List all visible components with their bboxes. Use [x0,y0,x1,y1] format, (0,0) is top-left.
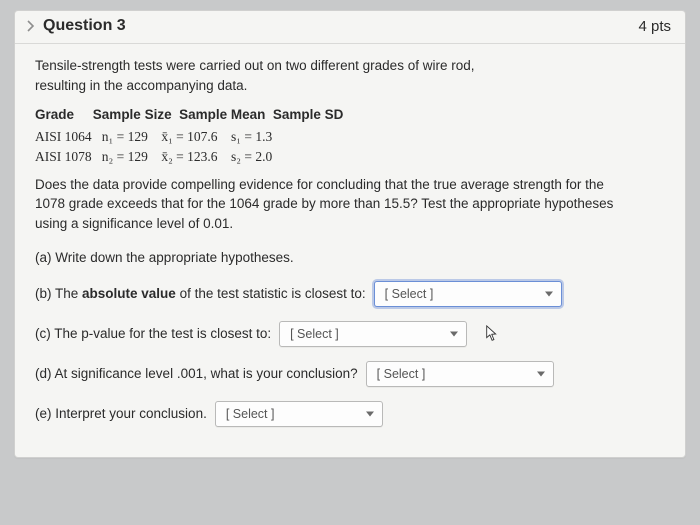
prompt-line: Tensile-strength tests were carried out … [35,58,474,73]
part-d-text: (d) At significance level .001, what is … [35,364,358,384]
part-a-text: (a) Write down the appropriate hypothese… [35,248,294,268]
table-head-cell: Sample Size [93,107,172,122]
select-placeholder: [ Select ] [226,405,275,423]
part-b-text: (b) The absolute value of the test stati… [35,284,366,304]
followup-text: Does the data provide compelling evidenc… [35,175,665,234]
select-placeholder: [ Select ] [377,365,426,383]
select-e[interactable]: [ Select ] [215,401,383,427]
question-points: 4 pts [638,18,671,35]
select-b[interactable]: [ Select ] [374,281,562,307]
cell-grade: AISI 1064 [35,129,92,144]
select-placeholder: [ Select ] [385,285,434,303]
table-head-cell: Sample Mean [179,107,265,122]
cell-mean: x̄₂ = 123.6 [161,149,217,164]
part-d: (d) At significance level .001, what is … [35,361,665,387]
caret-down-icon [537,372,545,377]
caret-down-icon [450,332,458,337]
select-c[interactable]: [ Select ] [279,321,467,347]
data-table: Grade Sample Size Sample Mean Sample SD … [35,105,665,167]
cell-n: n₂ = 129 [102,149,148,164]
cell-grade: AISI 1078 [35,149,92,164]
caret-down-icon [545,292,553,297]
part-c-text: (c) The p-value for the test is closest … [35,324,271,344]
select-placeholder: [ Select ] [290,325,339,343]
table-header: Grade Sample Size Sample Mean Sample SD [35,105,665,125]
prompt-line: resulting in the accompanying data. [35,78,247,93]
table-head-cell: Grade [35,107,74,122]
table-row: AISI 1078 n₂ = 129 x̄₂ = 123.6 s₂ = 2.0 [35,147,665,167]
part-b: (b) The absolute value of the test stati… [35,281,665,307]
cell-n: n₁ = 129 [102,129,148,144]
table-row: AISI 1064 n₁ = 129 x̄₁ = 107.6 s₁ = 1.3 [35,127,665,147]
part-c: (c) The p-value for the test is closest … [35,321,665,347]
screen-area: Question 3 4 pts Tensile-strength tests … [0,0,700,525]
part-a: (a) Write down the appropriate hypothese… [35,248,665,268]
table-head-cell: Sample SD [273,107,344,122]
mouse-cursor-icon [485,325,501,343]
follow-line: 1078 grade exceeds that for the 1064 gra… [35,196,613,211]
part-e-text: (e) Interpret your conclusion. [35,404,207,424]
cell-sd: s₁ = 1.3 [231,129,272,144]
caret-down-icon [366,412,374,417]
cell-mean: x̄₁ = 107.6 [161,129,217,144]
chevron-right-icon [23,18,39,34]
card-header: Question 3 4 pts [15,11,685,44]
cell-sd: s₂ = 2.0 [231,149,272,164]
select-d[interactable]: [ Select ] [366,361,554,387]
question-title: Question 3 [43,17,126,35]
card-body: Tensile-strength tests were carried out … [15,44,685,457]
follow-line: using a significance level of 0.01. [35,216,233,231]
follow-line: Does the data provide compelling evidenc… [35,177,604,192]
prompt-text: Tensile-strength tests were carried out … [35,56,665,95]
question-card: Question 3 4 pts Tensile-strength tests … [14,10,686,458]
part-e: (e) Interpret your conclusion. [ Select … [35,401,665,427]
